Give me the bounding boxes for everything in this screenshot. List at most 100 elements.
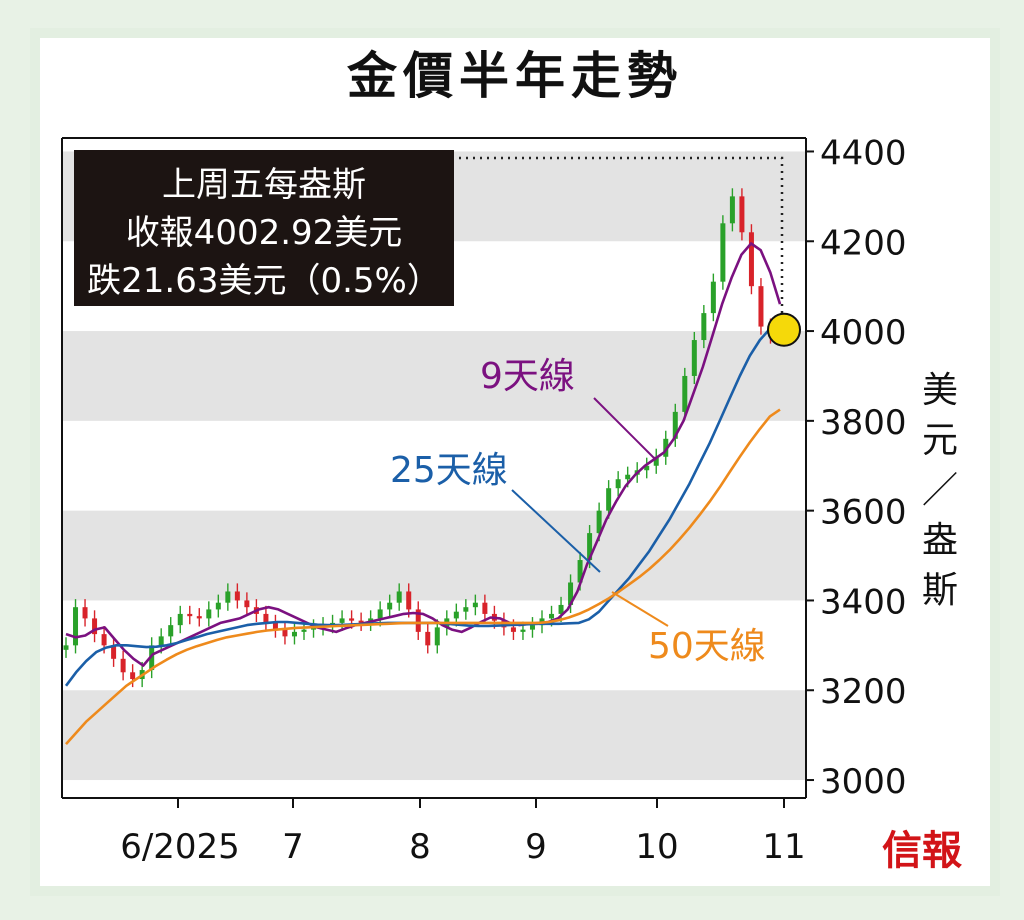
y-tick-label: 3200 — [820, 672, 907, 712]
candle-body — [568, 582, 574, 605]
candle-body — [92, 618, 98, 635]
candle-body — [101, 634, 107, 646]
candle-body — [111, 645, 117, 659]
candle-body — [301, 629, 307, 632]
candle-body — [406, 591, 412, 610]
candle-body — [587, 533, 593, 561]
candle-body — [63, 645, 69, 650]
x-tick-label: 10 — [635, 827, 678, 867]
candle-body — [339, 618, 345, 623]
candle-body — [672, 411, 678, 439]
series-label: 50天線 — [648, 626, 766, 667]
candle-body — [739, 196, 745, 233]
candle-body — [215, 602, 221, 610]
candle-body — [425, 631, 431, 646]
last-close-marker — [767, 312, 801, 347]
x-tick-label: 9 — [525, 827, 547, 867]
candle-body — [729, 196, 735, 224]
candle-body — [282, 629, 288, 637]
y-axis-label: ／ — [922, 470, 958, 511]
candle-body — [596, 510, 602, 534]
x-tick-label: 6/2025 — [120, 827, 240, 867]
y-axis-label: 元 — [922, 420, 958, 461]
y-tick-label: 3400 — [820, 582, 907, 622]
candle-body — [644, 465, 650, 471]
x-tick-label: 11 — [762, 827, 805, 867]
candle-body — [377, 609, 383, 619]
x-tick-label: 8 — [409, 827, 431, 867]
candle-body — [682, 375, 688, 412]
candle-body — [358, 620, 364, 623]
y-tick-label: 3000 — [820, 762, 907, 802]
y-tick-label: 4200 — [820, 223, 907, 263]
y-axis-label: 盎 — [922, 520, 958, 561]
candle-body — [520, 629, 526, 632]
candle-body — [149, 645, 155, 671]
candle-body — [529, 625, 535, 630]
candle-body — [387, 602, 393, 610]
candle-body — [748, 232, 754, 287]
candle-body — [625, 474, 631, 480]
candle-body — [463, 607, 469, 612]
series-label-leader — [511, 489, 601, 573]
candle-body — [415, 609, 421, 632]
candle-body — [606, 488, 612, 511]
candle-body — [558, 604, 564, 614]
candle-body — [177, 613, 183, 626]
series-label: 25天線 — [390, 450, 508, 491]
candle-body — [291, 631, 297, 637]
y-axis-label: 美 — [922, 370, 958, 411]
annotation-line: 收報4002.92美元 — [126, 213, 403, 253]
annotation-leader — [452, 156, 784, 314]
candle-body — [720, 223, 726, 282]
candle-body — [311, 627, 317, 630]
candle-body — [510, 627, 516, 632]
candle-body — [234, 591, 240, 601]
brand-logo: 信報 — [882, 827, 962, 874]
annotation-line: 跌21.63美元（0.5%） — [87, 261, 441, 301]
grid-band — [62, 331, 806, 421]
candle-body — [653, 456, 659, 466]
grid-band — [62, 510, 806, 601]
candle-body — [168, 625, 174, 637]
candle-body — [196, 616, 202, 619]
candle-body — [244, 600, 250, 608]
candle-body — [272, 622, 278, 630]
annotation-box — [74, 150, 454, 306]
candle-body — [158, 636, 164, 646]
candle-body — [663, 438, 669, 457]
series-label-leader — [593, 397, 657, 461]
candle-body — [396, 591, 402, 603]
y-axis-label: 斯 — [922, 570, 958, 611]
chart-title: 金價半年走勢 — [347, 47, 683, 105]
candle-body — [120, 658, 126, 673]
annotation-line: 上周五每盎斯 — [162, 165, 366, 205]
y-tick-label: 3800 — [820, 403, 907, 443]
x-tick-label: 7 — [282, 827, 304, 867]
candle-body — [434, 627, 440, 646]
candle-body — [187, 613, 193, 617]
y-tick-label: 3600 — [820, 493, 907, 533]
candle-body — [701, 313, 707, 341]
y-tick-label: 4000 — [820, 313, 907, 353]
series-label: 9天線 — [480, 356, 575, 397]
candle-body — [130, 672, 136, 680]
y-tick-label: 4400 — [820, 133, 907, 173]
candle-body — [349, 618, 355, 621]
series-label-leader — [611, 591, 669, 627]
candle-body — [472, 602, 478, 608]
candle-body — [225, 591, 231, 603]
candle-body — [710, 281, 716, 314]
candle-body — [758, 286, 764, 327]
candle-body — [482, 602, 488, 614]
candle-body — [73, 607, 79, 646]
candle-body — [577, 560, 583, 583]
candle-body — [549, 613, 555, 619]
candle-body — [615, 479, 621, 489]
candle-body — [453, 611, 459, 619]
grid-band — [62, 690, 806, 781]
candle-body — [263, 613, 269, 623]
series-line — [65, 408, 781, 745]
candle-body — [691, 340, 697, 376]
